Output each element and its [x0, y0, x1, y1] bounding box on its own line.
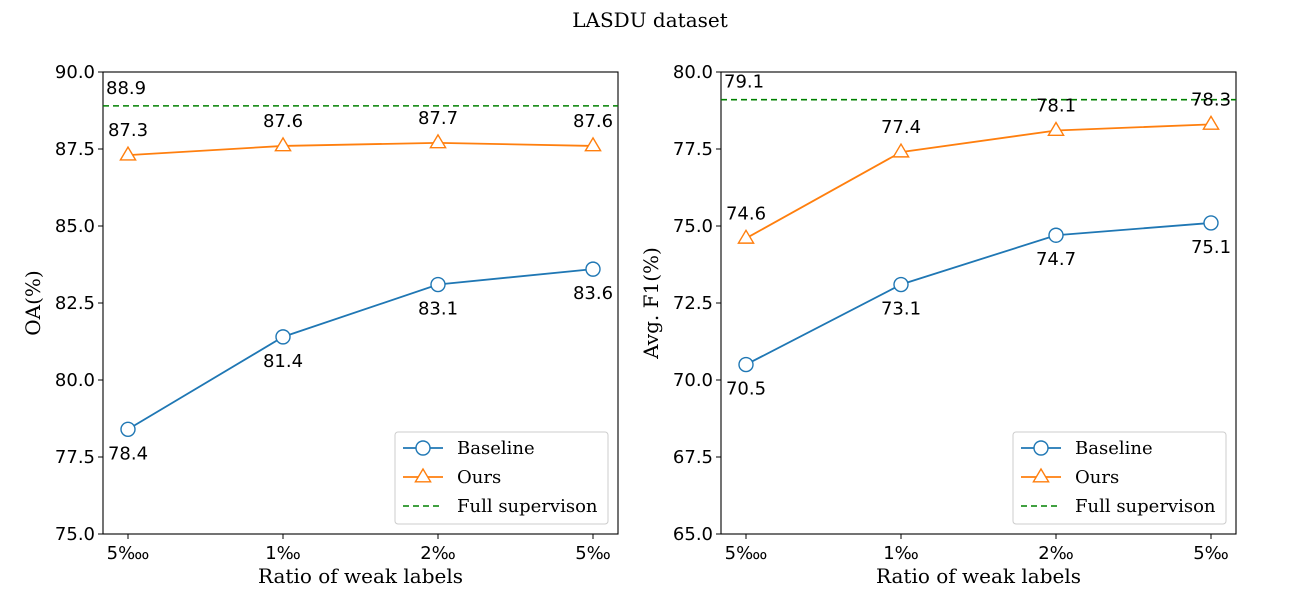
legend-label: Full supervison [457, 496, 598, 517]
y-tick-label: 80.0 [55, 370, 95, 391]
legend-label: Ours [457, 467, 501, 488]
legend-label: Baseline [457, 438, 535, 459]
y-axis-label: OA(%) [21, 270, 45, 335]
y-tick-label: 77.5 [55, 447, 95, 468]
legend-label: Baseline [1075, 438, 1153, 459]
baseline-series-line [745, 222, 1212, 366]
baseline-point [893, 276, 909, 293]
x-tick-label: 1‰ [265, 543, 301, 564]
full-supervision-value: 79.1 [724, 72, 764, 93]
baseline-point [275, 329, 291, 345]
y-tick-label: 90.0 [55, 62, 95, 83]
baseline-data-label: 70.5 [726, 379, 766, 400]
ours-data-label: 87.7 [418, 108, 458, 129]
ours-data-label: 87.6 [263, 111, 303, 132]
ours-point [1202, 114, 1220, 130]
ours-point [584, 136, 602, 152]
baseline-point [120, 421, 136, 437]
y-tick-label: 75.0 [55, 524, 95, 545]
ours-data-label: 87.3 [108, 120, 148, 141]
legend-box [394, 431, 609, 525]
ours-point [737, 228, 755, 244]
ours-point [119, 145, 137, 161]
x-tick-label: 2‰ [420, 543, 456, 564]
x-tick-label: 5‰ [1193, 543, 1229, 564]
chart-avg-f1: 65.0 67.5 70.0 72.5 75.0 77.5 80.0 5‱ 1‰ 2‰ 5‰ Rati… [639, 62, 1237, 588]
y-tick-label: 72.5 [673, 293, 713, 314]
ours-point [429, 133, 447, 149]
legend-marker-circle-icon [415, 440, 431, 456]
ours-series-line [745, 123, 1212, 240]
y-tick-label: 85.0 [55, 216, 95, 237]
ours-point [1047, 121, 1065, 137]
x-axis-label: Ratio of weak labels [258, 564, 463, 588]
legend-marker-circle-icon [1033, 440, 1049, 456]
y-tick-label: 65.0 [673, 524, 713, 545]
x-axis-label: Ratio of weak labels [876, 564, 1081, 588]
ours-data-label: 74.6 [726, 203, 766, 224]
y-tick-label: 80.0 [673, 62, 713, 83]
y-axis-label: Avg. F1(%) [639, 247, 663, 360]
legend: Baseline Ours Full supervison [1012, 431, 1227, 525]
x-tick-label: 5‰ [575, 543, 611, 564]
baseline-point [738, 356, 754, 373]
baseline-data-label: 73.1 [881, 299, 921, 320]
legend: Baseline Ours Full supervison [394, 431, 609, 525]
ours-series-line [127, 141, 594, 157]
baseline-data-label: 83.6 [573, 283, 613, 304]
ours-point [892, 142, 910, 158]
legend-marker-triangle-icon [1032, 467, 1050, 483]
chart-oa: 75.0 77.5 80.0 82.5 85.0 87.5 90.0 5‱ 1‰ 2‰ 5‰ Rati… [21, 62, 619, 588]
baseline-data-label: 75.1 [1191, 237, 1231, 258]
y-tick-label: 82.5 [55, 293, 95, 314]
ours-data-label: 78.1 [1036, 96, 1076, 117]
x-tick-label: 5‱ [107, 543, 150, 564]
y-tick-label: 67.5 [673, 447, 713, 468]
legend-marker-triangle-icon [414, 467, 432, 483]
baseline-data-label: 83.1 [418, 299, 458, 320]
full-supervision-value: 88.9 [106, 78, 146, 99]
legend-label: Ours [1075, 467, 1119, 488]
baseline-point [585, 261, 601, 277]
ours-point [274, 136, 292, 152]
baseline-data-label: 74.7 [1036, 249, 1076, 270]
ours-data-label: 77.4 [881, 117, 921, 138]
baseline-data-label: 78.4 [108, 443, 148, 464]
ours-data-label: 78.3 [1191, 89, 1231, 110]
ours-data-label: 87.6 [573, 111, 613, 132]
baseline-point [1203, 215, 1219, 231]
x-tick-label: 1‰ [883, 543, 919, 564]
y-tick-label: 87.5 [55, 139, 95, 160]
baseline-data-label: 81.4 [263, 351, 303, 372]
legend-box [1012, 431, 1227, 525]
figure-title: LASDU dataset [572, 8, 728, 32]
x-tick-label: 2‰ [1038, 543, 1074, 564]
legend-label: Full supervison [1075, 496, 1216, 517]
baseline-point [430, 276, 446, 293]
y-tick-label: 75.0 [673, 216, 713, 237]
baseline-series-line [127, 268, 594, 431]
x-tick-label: 5‱ [725, 543, 768, 564]
baseline-point [1048, 227, 1064, 243]
y-tick-label: 70.0 [673, 370, 713, 391]
y-tick-label: 77.5 [673, 139, 713, 160]
